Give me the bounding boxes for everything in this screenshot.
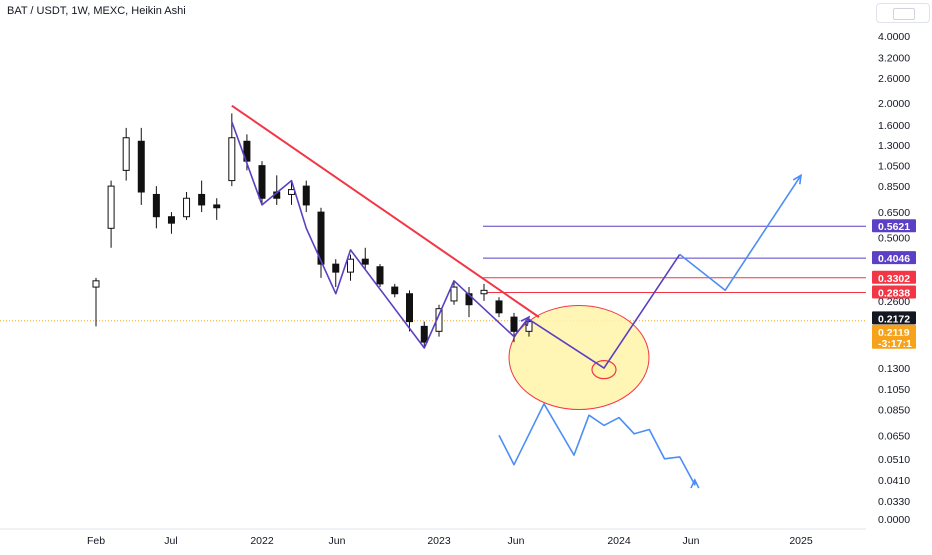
price-label-box [872,270,916,284]
y-tick-label: 0.0410 [878,475,910,487]
candle-body-17 [347,258,354,273]
x-tick-label: Jun [508,535,525,547]
target-zone-ellipse [508,305,650,411]
candle-body-7 [198,193,206,206]
path-annotation-1 [231,121,530,349]
x-tick-label: 2025 [789,535,813,547]
arrow-head-3 [792,173,803,185]
candle-body-22 [420,325,428,343]
candle-body-5 [167,216,175,224]
y-tick-label: 4.0000 [878,31,910,43]
candle-body-21 [406,293,413,323]
price-label-text: 0.3302 [878,273,910,285]
y-tick-label: 0.0650 [878,430,910,442]
path-annotation-2 [528,253,681,369]
red-trendline [231,104,540,318]
candle-body-8 [213,204,221,209]
candle-body-26 [480,289,488,295]
price-label-text: 0.2838 [878,287,910,299]
path-annotation-3 [679,174,802,292]
x-tick-label: Jul [164,535,177,547]
price-label-text: -3:17:1 [878,338,912,350]
x-tick-label: Jun [329,535,346,547]
candle-body-16 [332,263,340,273]
chart-settings-button[interactable] [876,3,930,23]
y-tick-label: 0.1050 [878,384,910,396]
candle-body-3 [137,140,145,193]
y-tick-label: 0.5000 [878,233,910,245]
price-label-box [872,251,916,265]
candle-body-11 [258,165,266,199]
candle-body-1 [107,185,115,229]
candle-body-15 [317,211,325,265]
price-label-text: 0.2172 [878,313,910,325]
window-icon [893,8,915,20]
candle-body-28 [510,316,518,332]
x-tick-label: 2024 [607,535,631,547]
candle-body-2 [122,137,130,171]
x-tick-label: 2023 [427,535,451,547]
candle-body-4 [152,193,160,218]
candle-body-18 [361,258,369,265]
candle-body-19 [376,266,384,285]
candle-body-20 [391,286,399,295]
price-label-box [872,285,916,299]
y-tick-label: 0.6500 [878,207,910,219]
candle-body-13 [288,189,295,195]
y-tick-label: 0.0510 [878,454,910,466]
path-annotation-4 [498,402,696,486]
y-tick-label: 0.0000 [878,514,910,526]
arrow-head-4 [690,478,700,489]
y-tick-label: 0.0330 [878,496,910,508]
price-label-text: 0.4046 [878,253,910,265]
x-tick-label: Feb [87,535,105,547]
y-tick-label: 1.6000 [878,120,910,132]
y-tick-label: 0.0850 [878,404,910,416]
candle-body-14 [302,185,310,206]
price-label-box [872,335,916,349]
y-tick-label: 2.6000 [878,73,910,85]
y-tick-label: 0.1300 [878,363,910,375]
y-tick-label: 1.0500 [878,161,910,173]
y-tick-label: 0.8500 [878,181,910,193]
y-tick-label: 0.2600 [878,296,910,308]
candle-body-24 [450,286,458,302]
price-label-box [872,219,916,233]
y-tick-label: 2.0000 [878,98,910,110]
candle-body-29 [525,321,533,332]
x-tick-label: 2022 [250,535,274,547]
y-tick-label: 1.3000 [878,140,910,152]
arrow-head-1 [520,315,531,327]
x-tick-label: Jun [683,535,700,547]
candle-body-9 [228,137,236,182]
y-tick-label: 3.2000 [878,53,910,65]
candle-body-0 [92,280,100,288]
price-label-box [872,324,916,338]
chart-title: BAT / USDT, 1W, MEXC, Heikin Ashi [7,5,186,17]
price-label-text: 0.5621 [878,221,910,233]
candle-body-27 [495,300,503,314]
price-label-box [872,311,916,325]
candle-body-6 [183,197,191,218]
